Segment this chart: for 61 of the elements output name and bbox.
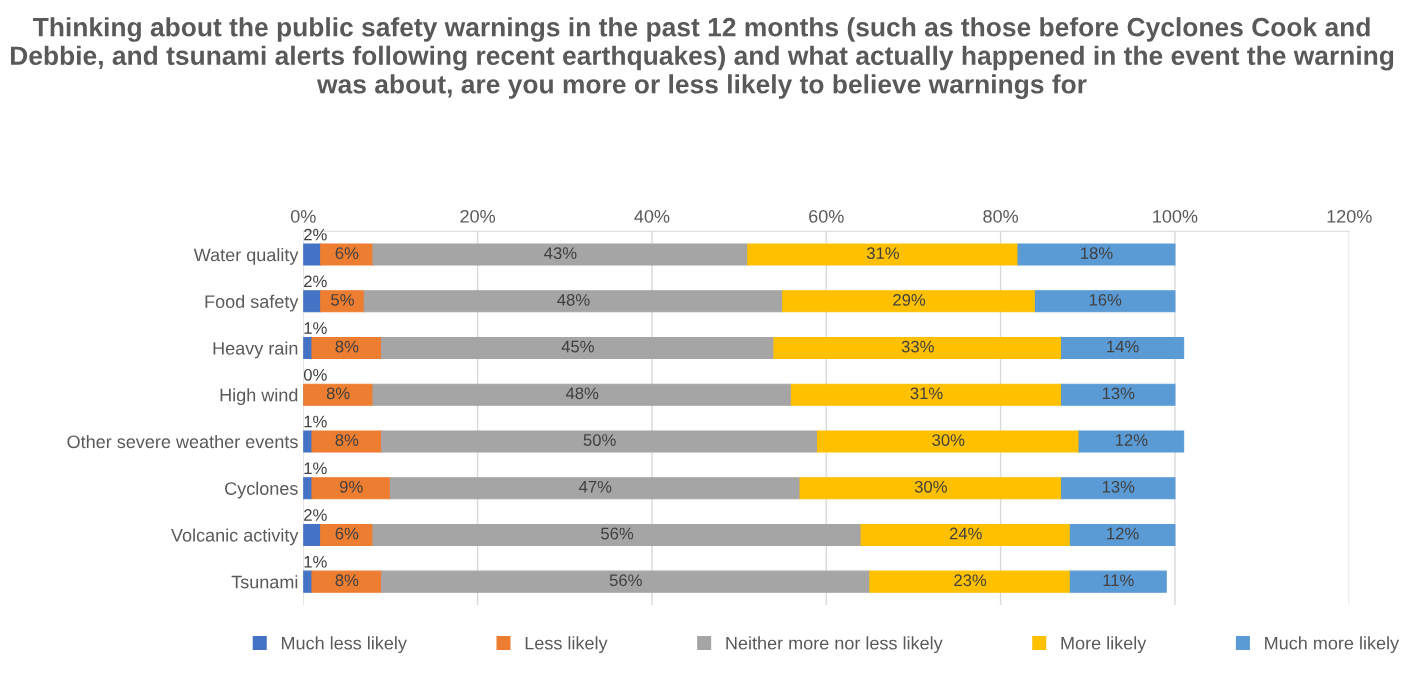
data-label: 11% [1103, 574, 1134, 587]
x-tick-label: 60% [809, 209, 844, 223]
y-tick-label: Food safety [205, 294, 299, 312]
data-label: 14% [1107, 340, 1139, 353]
data-label: 29% [893, 293, 926, 306]
legend-label: More likely [1061, 636, 1147, 654]
data-label: 31% [866, 247, 899, 260]
data-label: 8% [335, 574, 359, 587]
data-label: 1% [304, 415, 327, 428]
data-label: 12% [1107, 527, 1139, 540]
x-tick-label: 20% [460, 209, 496, 223]
chart-title: Thinking about the public safety warnings in the past 12 months (such as those before Cyclones Cook and Debbie, and tsunami alerts following recent earthquakes) and what actually happened in the event the warning was about, are you more or less likely to believe warnings for [10, 17, 1394, 99]
data-label: 6% [335, 527, 359, 540]
data-label: 2% [304, 228, 327, 241]
data-label: 16% [1089, 293, 1122, 306]
y-tick-label: Water quality [193, 248, 299, 265]
data-label: 18% [1081, 247, 1113, 260]
data-label: 50% [583, 434, 616, 446]
data-label: 6% [335, 247, 359, 260]
data-label: 12% [1115, 434, 1148, 446]
data-label: 0% [303, 368, 327, 381]
data-label: 33% [901, 340, 934, 353]
data-label: 23% [954, 574, 987, 587]
data-label: 8% [335, 340, 359, 353]
data-label: 2% [304, 275, 327, 288]
legend-label: Much less likely [281, 636, 407, 654]
data-label: 24% [949, 527, 982, 540]
x-tick-label: 0% [290, 209, 316, 223]
x-tick-label: 120% [1327, 209, 1372, 223]
data-label: 13% [1102, 480, 1135, 493]
x-tick-label: 80% [983, 209, 1019, 223]
data-label: 56% [601, 527, 634, 540]
y-tick-label: High wind [220, 388, 298, 406]
y-tick-label: Other severe weather events [67, 434, 298, 449]
data-label: 2% [304, 509, 327, 521]
data-label: 48% [565, 387, 599, 400]
data-label: 1% [304, 462, 327, 475]
data-label: 1% [304, 555, 327, 568]
legend-label: Neither more nor less likely [726, 636, 943, 654]
y-tick-label: Cyclones [225, 481, 298, 499]
data-label: 1% [304, 322, 327, 334]
data-label: 30% [932, 434, 965, 446]
data-label: 9% [339, 480, 363, 493]
data-label: 5% [331, 294, 354, 306]
y-tick-label: Volcanic activity [171, 528, 299, 546]
data-label: 47% [578, 480, 612, 493]
data-label: 56% [609, 574, 642, 587]
data-label: 30% [914, 480, 947, 493]
legend-label: Less likely [525, 636, 608, 654]
data-label: 45% [561, 340, 594, 353]
data-label: 8% [335, 434, 359, 446]
y-tick-label: Heavy rain [213, 341, 298, 359]
data-label: 31% [910, 387, 943, 400]
data-label: 8% [326, 387, 350, 400]
data-label: 48% [557, 293, 590, 306]
x-tick-label: 100% [1153, 209, 1198, 223]
legend-label: Much more likely [1265, 636, 1400, 654]
data-label: 43% [544, 247, 577, 260]
y-tick-label: Tsunami [231, 575, 298, 589]
data-label: 13% [1102, 387, 1135, 400]
x-tick-label: 40% [634, 209, 670, 223]
